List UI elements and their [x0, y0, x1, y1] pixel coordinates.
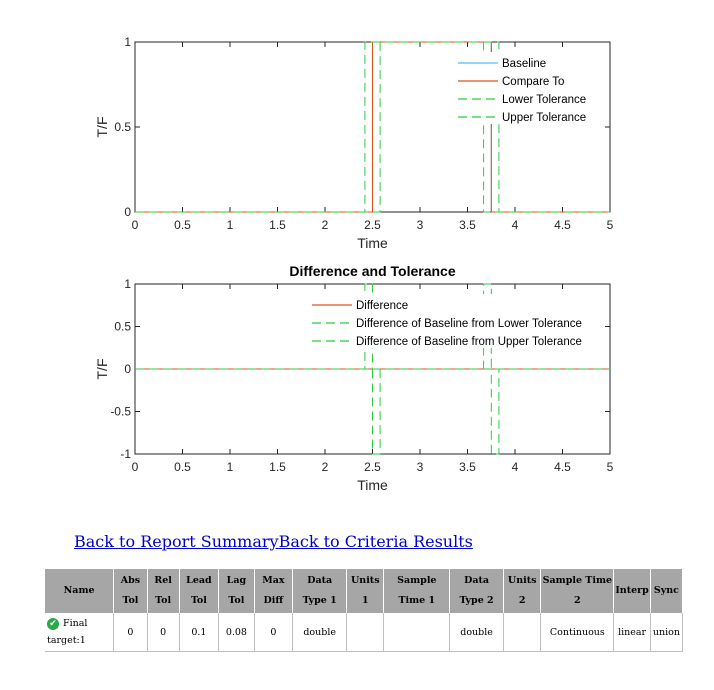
chart-difference-title: Difference and Tolerance [289, 263, 455, 279]
back-to-criteria-results-link[interactable]: Back to Criteria Results [278, 532, 473, 551]
legend-entry: Compare To [502, 76, 564, 88]
x-tick-label: 5 [607, 460, 614, 474]
criteria-results-table: Name Abs Tol Rel Tol Lead Tol Lag Tol Max Dif… [45, 569, 684, 652]
y-tick-label: -1 [120, 447, 131, 461]
legend-box [308, 294, 598, 348]
back-to-report-summary-link[interactable]: Back to Report Summary [74, 532, 279, 551]
x-tick-label: 0.5 [174, 460, 191, 474]
cell-rel-tol: 0 [147, 613, 180, 652]
chart-difference: Difference and Tolerance 0 0.5 1 1.5 2 2.5 3 3.… [94, 263, 614, 493]
cell-data-type-2: double [449, 613, 505, 652]
cell-lag-tol: 0.08 [218, 613, 255, 652]
chart-signals-x-label: Time [357, 235, 388, 251]
x-tick-label: 3 [417, 218, 424, 232]
check-circle-icon: ✔ [47, 617, 59, 630]
column-header-lead-tol: Lead Tol [179, 569, 220, 613]
column-header-sample-time-2: Sample Time 2 [540, 569, 615, 613]
y-tick-label: 0 [124, 205, 131, 219]
y-tick-label: 0.5 [114, 320, 131, 334]
cell-max-diff: 0 [254, 613, 294, 652]
x-tick-label: 1 [227, 460, 234, 474]
x-tick-label: 3.5 [459, 218, 476, 232]
nav-links: Back to Report SummaryBack to Criteria R… [74, 532, 473, 551]
legend-box [454, 52, 600, 124]
charts-canvas: 0 0.5 1 1.5 2 2.5 3 3.5 4 4.5 5 0 0.5 1 Time T/F Base… [94, 35, 614, 493]
chart-difference-legend: Difference Difference of Baseline from Lo… [308, 294, 598, 348]
legend-entry: Baseline [502, 58, 546, 70]
x-tick-label: 4 [512, 460, 519, 474]
table-row: ✔ Final target:1 0 0 0.1 0.08 0 double double Con… [45, 613, 684, 652]
x-tick-label: 4.5 [554, 218, 571, 232]
cell-lead-tol: 0.1 [179, 613, 220, 652]
legend-entry: Upper Tolerance [502, 112, 586, 124]
x-tick-label: 4 [512, 218, 519, 232]
column-header-data-type-2: Data Type 2 [449, 569, 505, 613]
cell-units-1 [346, 613, 385, 652]
cell-sample-time-2: Continuous [540, 613, 615, 652]
series-line-4 [135, 41, 610, 213]
x-tick-label: 2.5 [364, 460, 381, 474]
cell-name: ✔ Final target:1 [45, 613, 115, 652]
x-tick-label: 3.5 [459, 460, 476, 474]
x-tick-label: 4.5 [554, 460, 571, 474]
legend-entry: Lower Tolerance [502, 94, 586, 106]
x-tick-label: 1.5 [269, 218, 286, 232]
cell-abs-tol: 0 [113, 613, 148, 652]
column-header-lag-tol: Lag Tol [218, 569, 255, 613]
x-tick-label: 1.5 [269, 460, 286, 474]
chart-signals: 0 0.5 1 1.5 2 2.5 3 3.5 4 4.5 5 0 0.5 1 Time T/F Base… [94, 35, 614, 251]
legend-entry: Difference of Baseline from Upper Tolera… [356, 336, 582, 348]
y-tick-label: 0.5 [114, 120, 131, 134]
y-tick-label: -0.5 [110, 405, 131, 419]
column-header-sync: Sync [650, 569, 684, 613]
x-tick-label: 5 [607, 218, 614, 232]
column-header-max-diff: Max Diff [254, 569, 294, 613]
column-header-data-type-1: Data Type 1 [292, 569, 348, 613]
series-line-3 [135, 283, 610, 455]
chart-difference-x-label: Time [357, 477, 388, 493]
column-header-sample-time-1: Sample Time 1 [383, 569, 451, 613]
x-tick-label: 2 [322, 460, 329, 474]
column-header-name: Name [45, 569, 115, 613]
y-tick-label: 0 [124, 362, 131, 376]
x-tick-label: 3 [417, 460, 424, 474]
cell-sample-time-1 [383, 613, 451, 652]
x-tick-label: 0.5 [174, 218, 191, 232]
chart-signals-legend: Baseline Compare To Lower Tolerance Upper T… [454, 52, 600, 124]
chart-signals-y-label: T/F [94, 117, 110, 138]
row-name: Final target:1 [47, 618, 88, 646]
legend-entry: Difference [356, 300, 408, 312]
chart-difference-y-label: T/F [94, 359, 110, 380]
cell-units-2 [503, 613, 542, 652]
y-tick-label: 1 [124, 277, 131, 291]
column-header-rel-tol: Rel Tol [147, 569, 180, 613]
x-tick-label: 0 [132, 460, 139, 474]
column-header-units-1: Units 1 [346, 569, 385, 613]
legend-entry: Difference of Baseline from Lower Tolera… [356, 318, 582, 330]
table-header-row: Name Abs Tol Rel Tol Lead Tol Lag Tol Max Dif… [45, 569, 684, 613]
cell-data-type-1: double [292, 613, 348, 652]
y-tick-label: 1 [124, 35, 131, 49]
x-tick-label: 2.5 [364, 218, 381, 232]
column-header-units-2: Units 2 [503, 569, 542, 613]
column-header-interp: Interp [613, 569, 651, 613]
cell-sync: union [650, 613, 684, 652]
cell-interp: linear [613, 613, 651, 652]
x-tick-label: 1 [227, 218, 234, 232]
column-header-abs-tol: Abs Tol [113, 569, 148, 613]
x-tick-label: 2 [322, 218, 329, 232]
x-tick-label: 0 [132, 218, 139, 232]
